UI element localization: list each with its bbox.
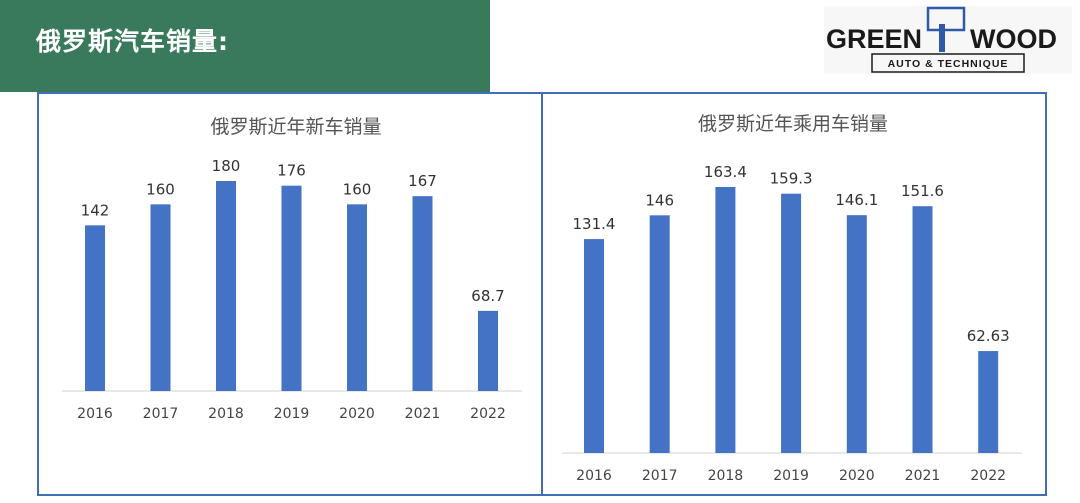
x-tick-2020: 2020 <box>839 468 875 484</box>
bar-2017 <box>649 215 670 453</box>
value-label-2020: 146.1 <box>835 191 878 209</box>
logo-frame-icon <box>926 6 966 32</box>
chart-title: 俄罗斯近年新车销量 <box>210 116 381 138</box>
value-label-2018: 180 <box>212 157 241 175</box>
value-label-2021: 151.6 <box>901 182 944 200</box>
logo-tagline: AUTO & TECHNIQUE <box>888 58 1009 70</box>
x-tick-2021: 2021 <box>905 468 941 484</box>
bar-2019 <box>781 193 802 453</box>
x-tick-2016: 2016 <box>77 406 113 422</box>
value-label-2020: 160 <box>343 180 372 198</box>
logo-tagline-box <box>871 53 1025 73</box>
logo-word-right: WOOD <box>970 24 1057 54</box>
value-label-2019: 159.3 <box>770 170 813 188</box>
panel-divider <box>541 93 543 495</box>
chart-passenger-car-sales: 俄罗斯近年乘用车销量 131.4 2016 146 2017 163.4 2018 159.… <box>562 113 1022 484</box>
logo-word-left: GREEN <box>826 24 922 54</box>
x-tick-2022: 2022 <box>470 406 506 422</box>
value-label-2016: 142 <box>81 201 110 219</box>
bar-2019 <box>281 185 302 391</box>
x-tick-2018: 2018 <box>708 468 744 484</box>
value-label-2019: 176 <box>277 162 306 180</box>
bar-2021 <box>912 206 933 453</box>
bar-2017 <box>150 204 171 391</box>
value-label-2017: 146 <box>645 191 674 209</box>
x-tick-2019: 2019 <box>274 406 310 422</box>
x-tick-2019: 2019 <box>773 468 809 484</box>
value-label-2017: 160 <box>146 180 175 198</box>
bar-2016 <box>584 239 604 453</box>
bar-2018 <box>216 181 236 391</box>
bar-2020 <box>846 215 867 453</box>
bar-2018 <box>715 187 736 453</box>
bar-2020 <box>347 204 367 391</box>
value-label-2022: 68.7 <box>471 287 504 305</box>
logo-pillar-icon <box>939 24 945 52</box>
page-title: 俄罗斯汽车销量: <box>36 27 229 56</box>
bar-2022 <box>978 351 999 453</box>
header-band <box>0 0 490 92</box>
value-label-2022: 62.63 <box>967 327 1010 345</box>
value-label-2016: 131.4 <box>573 215 616 233</box>
greenwood-logo: GREEN WOOD AUTO & TECHNIQUE <box>824 6 1072 74</box>
x-tick-2017: 2017 <box>642 468 678 484</box>
x-tick-2021: 2021 <box>405 406 441 422</box>
value-label-2021: 167 <box>408 172 437 190</box>
value-label-2018: 163.4 <box>704 163 747 181</box>
x-tick-2016: 2016 <box>576 468 612 484</box>
bar-2021 <box>412 196 433 391</box>
x-tick-2018: 2018 <box>208 406 244 422</box>
chart-title: 俄罗斯近年乘用车销量 <box>698 113 888 135</box>
bar-2016 <box>85 225 105 391</box>
bar-2022 <box>478 310 498 391</box>
x-tick-2017: 2017 <box>143 406 179 422</box>
x-tick-2022: 2022 <box>970 468 1006 484</box>
chart-new-car-sales: 俄罗斯近年新车销量 142 2016 160 2017 180 2018 176 2019 16… <box>62 116 522 422</box>
x-tick-2020: 2020 <box>339 406 375 422</box>
logo-graphic: GREEN WOOD AUTO & TECHNIQUE <box>826 6 1057 73</box>
